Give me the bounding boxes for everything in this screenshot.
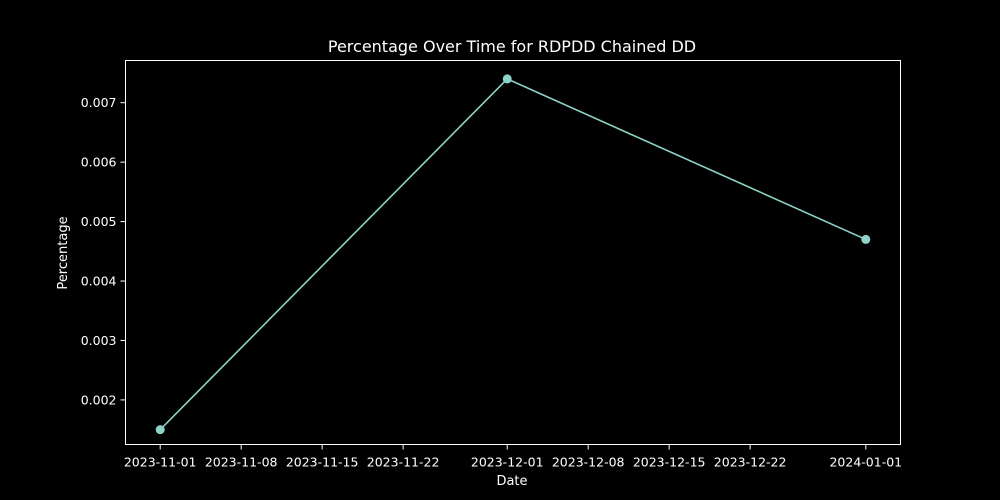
data-point	[155, 425, 165, 435]
x-tick-label: 2023-11-22	[367, 455, 440, 470]
series-line	[159, 77, 867, 431]
x-axis: 2023-11-01 2023-11-08 2023-11-15 2023-11-22…	[124, 444, 902, 470]
data-point	[861, 234, 871, 244]
x-tick-label: 2023-12-08	[552, 455, 625, 470]
y-tick-label: 0.002	[81, 392, 117, 407]
y-axis: 0.002 0.003 0.004 0.005 0.006 0.007	[81, 95, 126, 407]
x-tick-label: 2023-12-22	[714, 455, 787, 470]
plot-frame	[125, 60, 901, 445]
x-tick-label: 2024-01-01	[829, 455, 902, 470]
x-tick-label: 2023-12-01	[471, 455, 544, 470]
y-tick-label: 0.006	[81, 155, 117, 170]
x-tick-label: 2023-12-15	[633, 455, 706, 470]
x-tick-label: 2023-11-08	[205, 455, 278, 470]
y-tick-label: 0.007	[81, 95, 117, 110]
series-layer	[155, 74, 871, 435]
y-tick-label: 0.003	[81, 333, 117, 348]
y-axis-label: Percentage	[56, 216, 71, 289]
x-axis-label: Date	[496, 474, 527, 489]
x-tick-label: 2023-11-15	[286, 455, 359, 470]
y-tick-label: 0.004	[81, 274, 117, 289]
y-tick-label: 0.005	[81, 214, 117, 229]
chart-title: Percentage Over Time for RDPDD Chained D…	[328, 37, 696, 56]
data-point	[502, 74, 512, 84]
x-tick-label: 2023-11-01	[124, 455, 197, 470]
